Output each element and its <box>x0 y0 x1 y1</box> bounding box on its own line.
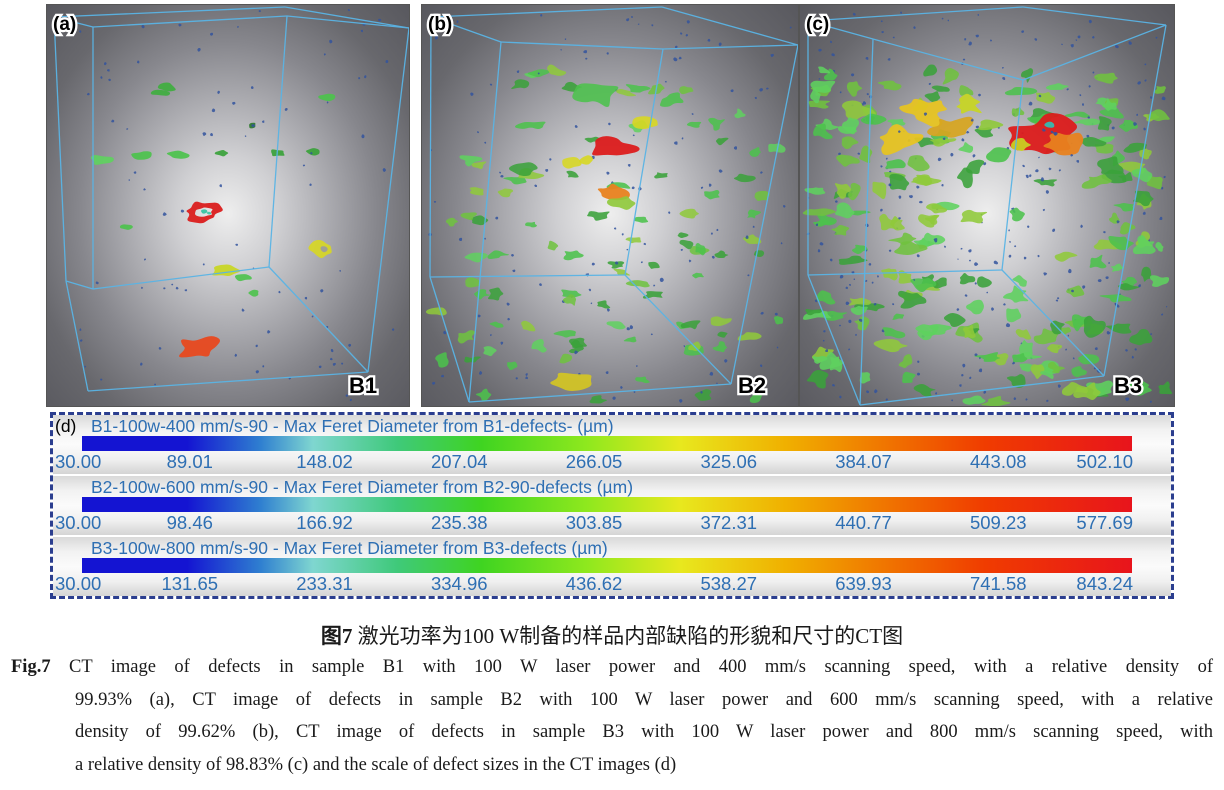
svg-text:B1: B1 <box>349 373 377 398</box>
svg-text:(b): (b) <box>428 14 452 35</box>
svg-text:(c): (c) <box>806 14 829 35</box>
svg-text:B2: B2 <box>738 373 766 398</box>
svg-text:(a): (a) <box>53 14 76 35</box>
svg-text:B3: B3 <box>1114 373 1142 398</box>
